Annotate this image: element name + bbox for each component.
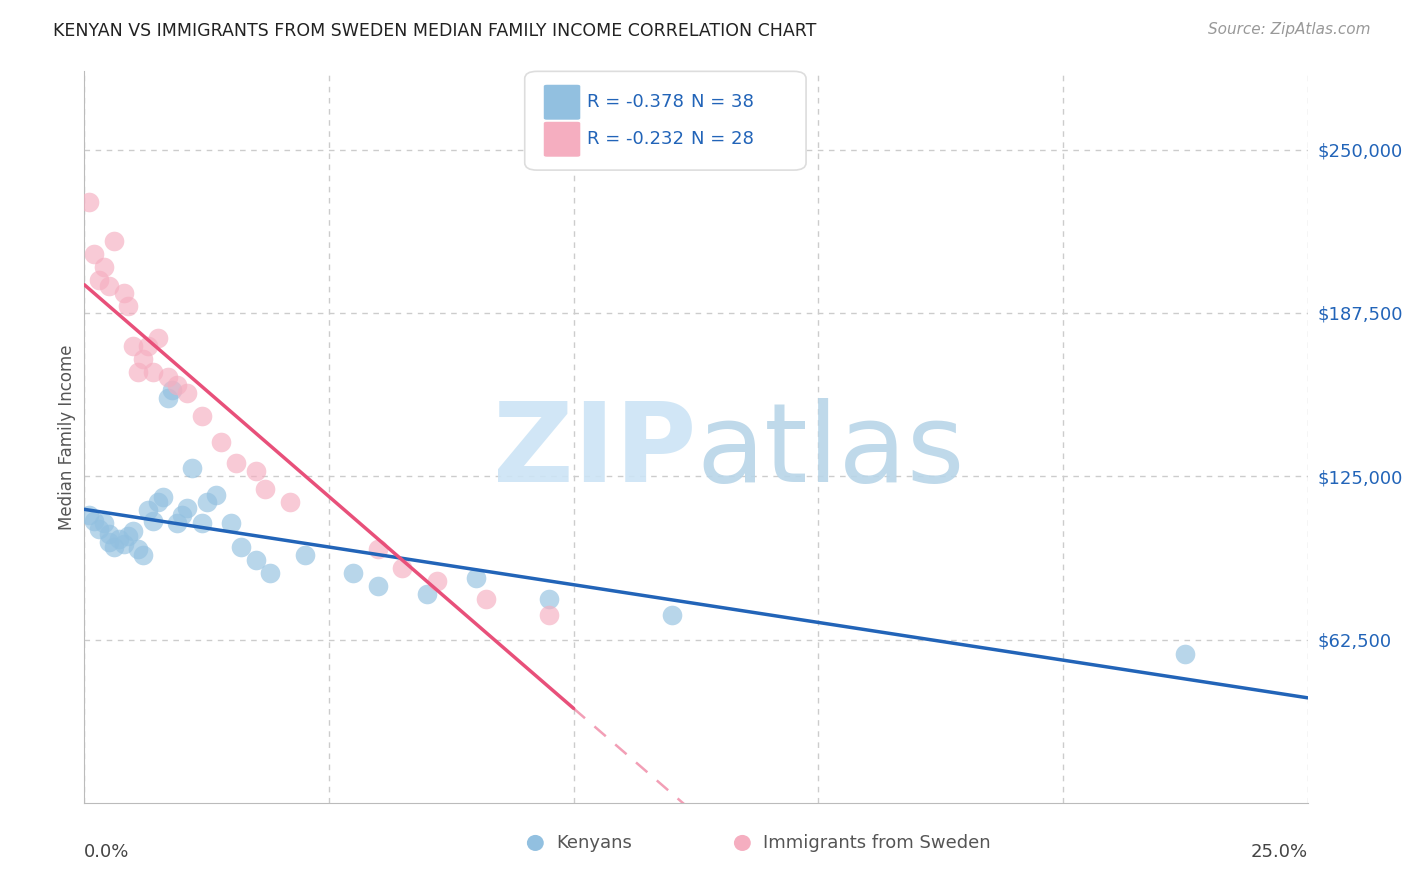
Point	[367, 542, 389, 557]
Point	[229, 540, 252, 554]
Point	[97, 526, 120, 541]
Point	[103, 540, 125, 554]
Point	[426, 574, 449, 588]
Point	[93, 260, 115, 275]
Point	[97, 534, 120, 549]
Point	[342, 566, 364, 580]
Point	[152, 490, 174, 504]
Point	[107, 532, 129, 546]
Point	[367, 579, 389, 593]
Point	[77, 508, 100, 523]
Point	[117, 300, 139, 314]
Text: Kenyans: Kenyans	[557, 834, 633, 852]
Point	[122, 338, 145, 352]
Point	[93, 516, 115, 531]
Text: R = -0.232: R = -0.232	[588, 130, 685, 148]
Point	[191, 516, 214, 531]
Point	[245, 553, 267, 567]
Point	[259, 566, 281, 580]
Point	[464, 571, 486, 585]
Point	[97, 278, 120, 293]
Point	[166, 516, 188, 531]
Point	[117, 529, 139, 543]
Point	[83, 247, 105, 261]
Point	[254, 483, 277, 497]
Point	[294, 548, 316, 562]
Point	[1174, 647, 1197, 661]
Point	[83, 514, 105, 528]
Point	[661, 607, 683, 622]
Text: ZIP: ZIP	[492, 398, 696, 505]
Point	[146, 331, 169, 345]
Point	[87, 273, 110, 287]
Text: N = 38: N = 38	[692, 94, 754, 112]
Point	[278, 495, 301, 509]
Text: Source: ZipAtlas.com: Source: ZipAtlas.com	[1208, 22, 1371, 37]
Point	[391, 560, 413, 574]
Point	[142, 365, 165, 379]
Point	[176, 500, 198, 515]
Point	[103, 234, 125, 248]
FancyBboxPatch shape	[524, 71, 806, 170]
Point	[205, 487, 228, 501]
Point	[87, 521, 110, 535]
Point	[136, 338, 159, 352]
Point	[77, 194, 100, 209]
FancyBboxPatch shape	[543, 121, 581, 157]
Text: KENYAN VS IMMIGRANTS FROM SWEDEN MEDIAN FAMILY INCOME CORRELATION CHART: KENYAN VS IMMIGRANTS FROM SWEDEN MEDIAN …	[53, 22, 817, 40]
Point	[416, 587, 439, 601]
Text: 25.0%: 25.0%	[1250, 843, 1308, 861]
Point	[245, 464, 267, 478]
Point	[156, 370, 179, 384]
Point	[162, 383, 184, 397]
Point	[209, 435, 232, 450]
Point	[122, 524, 145, 538]
Point	[538, 607, 561, 622]
Point	[127, 542, 149, 557]
Text: Immigrants from Sweden: Immigrants from Sweden	[763, 834, 991, 852]
Point	[127, 365, 149, 379]
Point	[112, 286, 135, 301]
Point	[136, 503, 159, 517]
Point	[132, 351, 155, 366]
Point	[112, 537, 135, 551]
Point	[474, 592, 496, 607]
Text: 0.0%: 0.0%	[84, 843, 129, 861]
Point	[225, 456, 247, 470]
Point	[132, 548, 155, 562]
Point	[172, 508, 194, 523]
Text: R = -0.378: R = -0.378	[588, 94, 683, 112]
Text: atlas: atlas	[696, 398, 965, 505]
Point	[156, 391, 179, 405]
Y-axis label: Median Family Income: Median Family Income	[58, 344, 76, 530]
Point	[219, 516, 242, 531]
Text: N = 28: N = 28	[692, 130, 754, 148]
Point	[538, 592, 561, 607]
Point	[195, 495, 218, 509]
Point	[176, 385, 198, 400]
Point	[181, 461, 204, 475]
Point	[191, 409, 214, 424]
Point	[142, 514, 165, 528]
Point	[166, 377, 188, 392]
FancyBboxPatch shape	[543, 84, 581, 120]
Point	[146, 495, 169, 509]
